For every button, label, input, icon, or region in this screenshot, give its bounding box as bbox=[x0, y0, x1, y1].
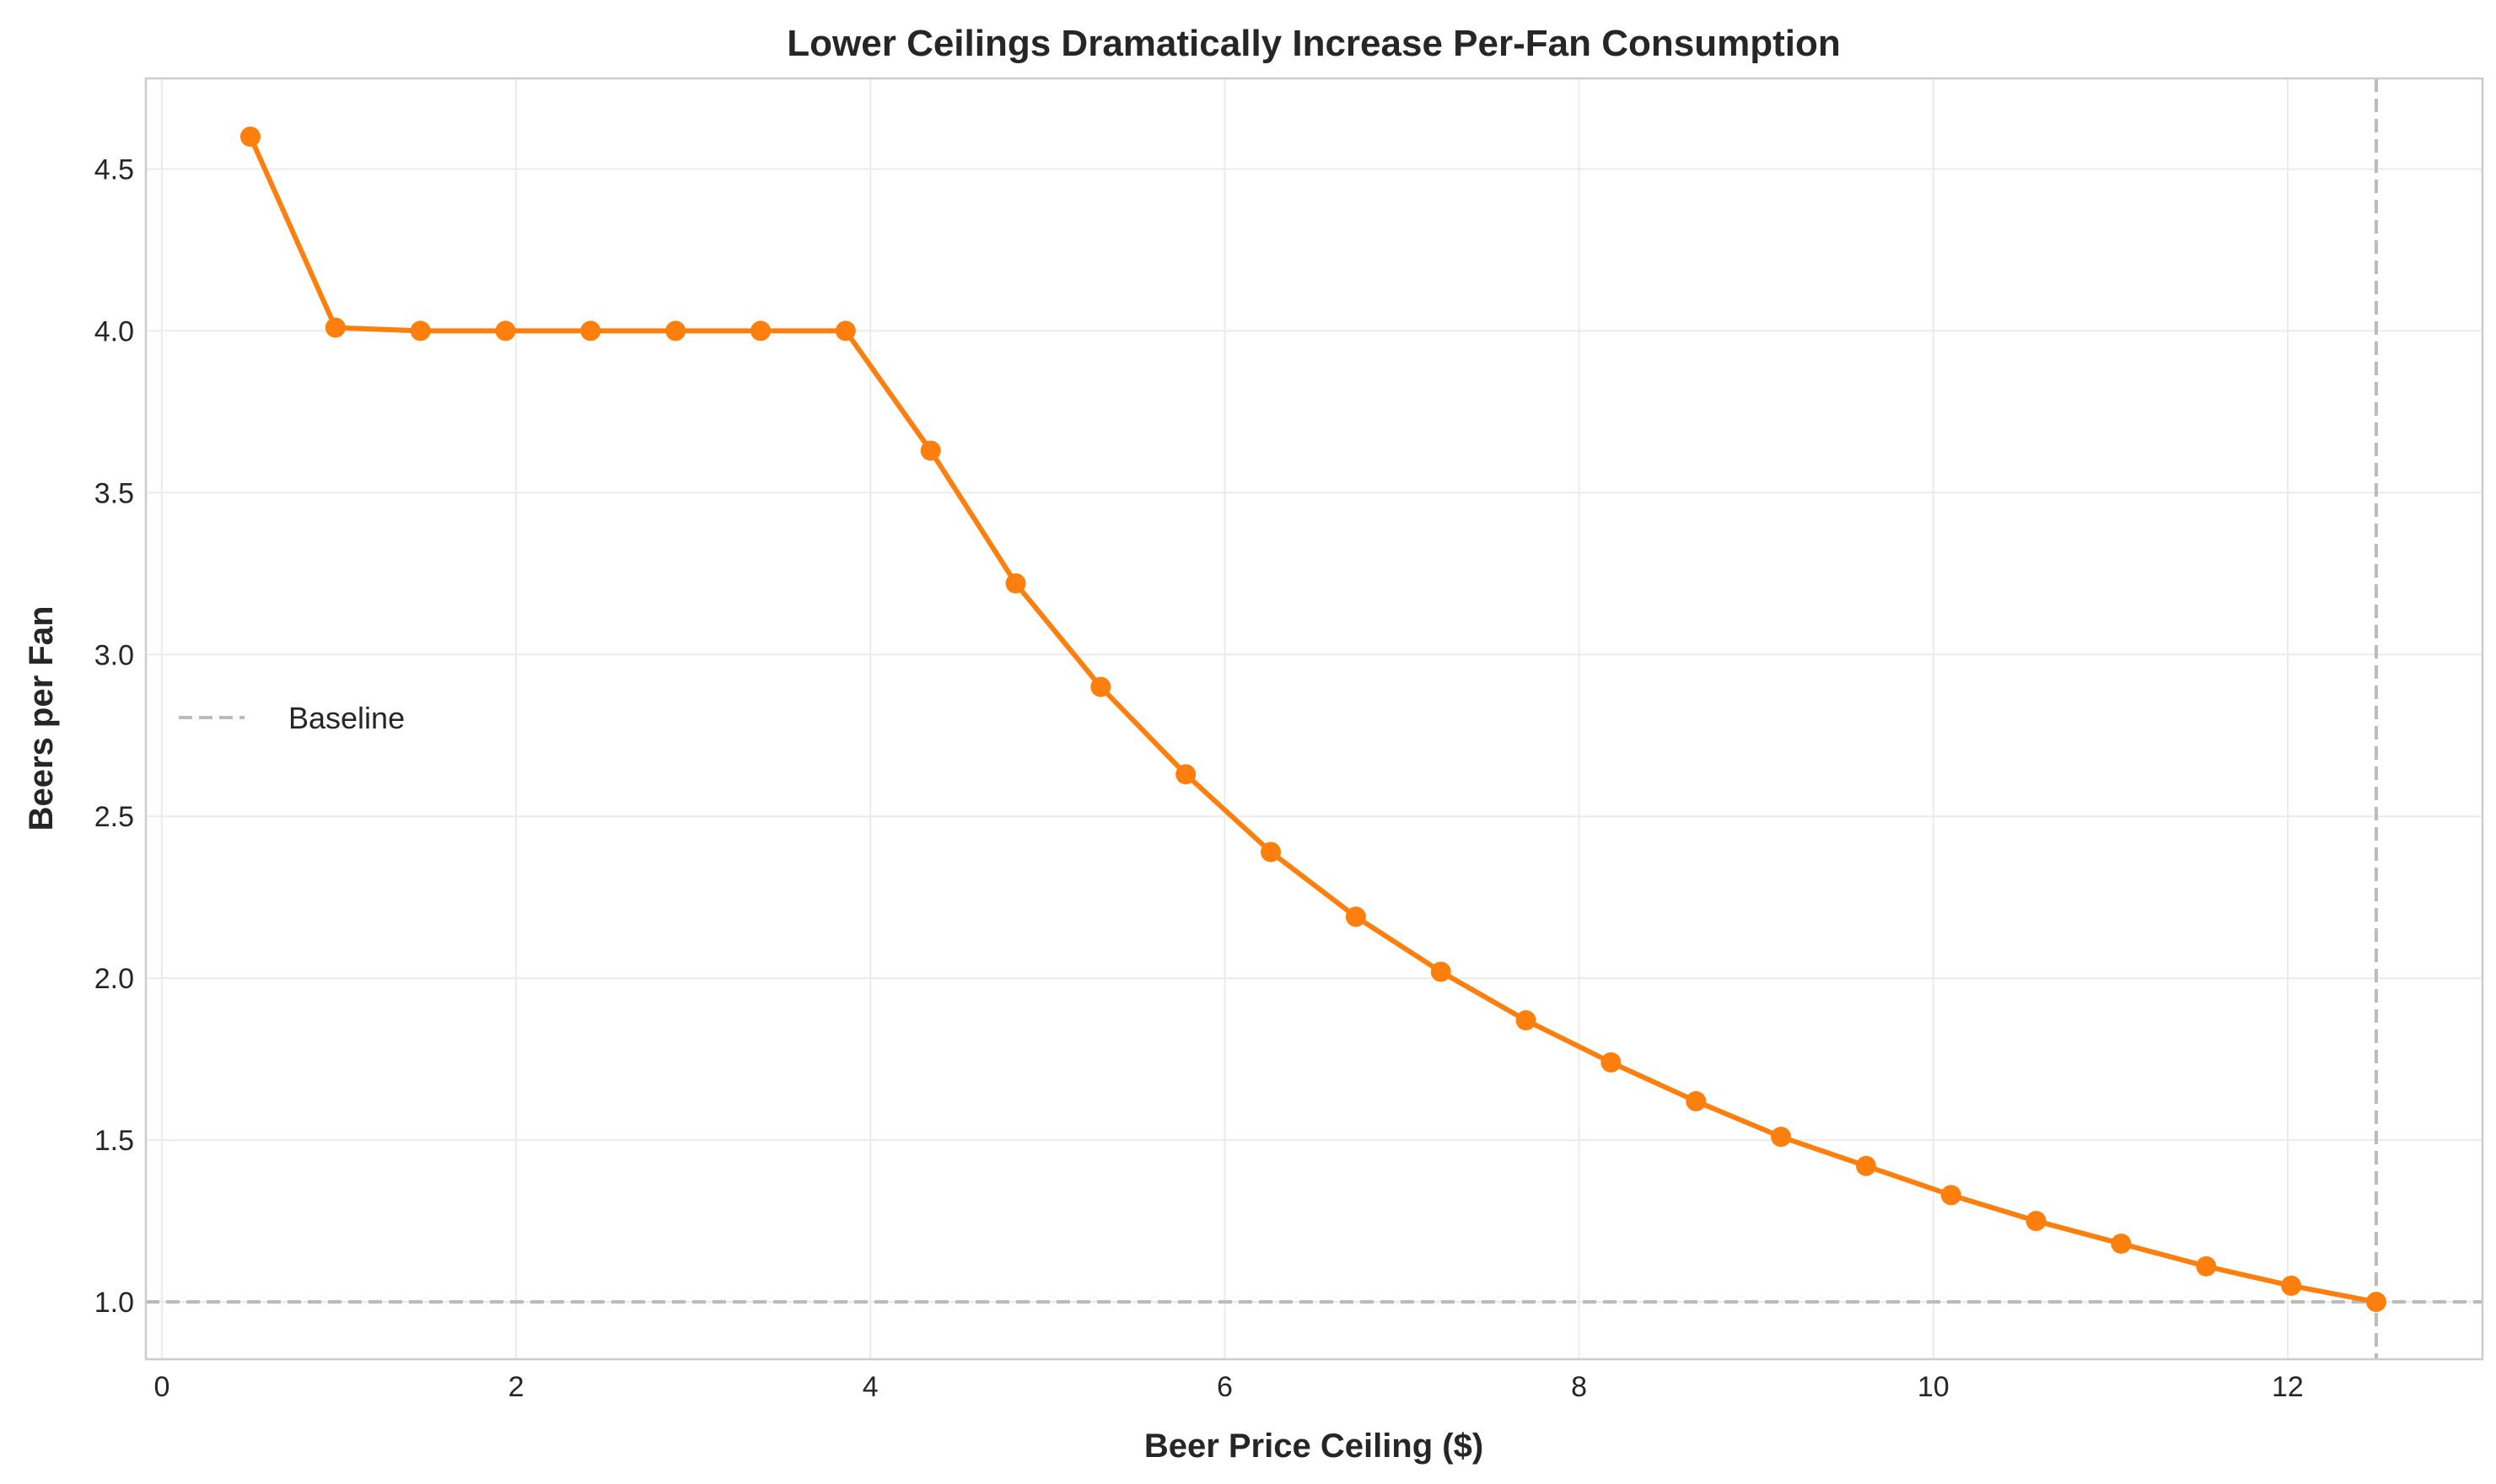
data-point bbox=[665, 320, 686, 341]
legend-baseline-label: Baseline bbox=[288, 701, 405, 735]
data-point bbox=[1261, 841, 1282, 863]
x-tick-label: 10 bbox=[1918, 1371, 1950, 1403]
data-point bbox=[1345, 906, 1366, 928]
reference-lines bbox=[146, 78, 2483, 1359]
data-point bbox=[1771, 1126, 1792, 1148]
y-tick-label: 3.5 bbox=[94, 477, 134, 509]
data-point bbox=[325, 317, 346, 338]
data-point bbox=[1430, 961, 1451, 982]
data-point bbox=[1686, 1091, 1707, 1112]
data-point bbox=[2196, 1255, 2217, 1277]
y-tick-label: 2.0 bbox=[94, 963, 134, 995]
data-point bbox=[835, 320, 856, 341]
plot-frame bbox=[144, 77, 2484, 1361]
data-point bbox=[2111, 1233, 2132, 1254]
x-axis-label: Beer Price Ceiling ($) bbox=[1144, 1428, 1483, 1465]
data-point bbox=[239, 126, 261, 148]
y-tick-label: 3.0 bbox=[94, 639, 134, 671]
data-point bbox=[2025, 1211, 2047, 1232]
data-point bbox=[580, 320, 601, 341]
data-point bbox=[750, 320, 771, 341]
x-tick-label: 8 bbox=[1571, 1371, 1587, 1403]
data-point bbox=[1005, 573, 1026, 594]
y-tick-label: 1.0 bbox=[94, 1287, 134, 1319]
series-group bbox=[239, 126, 2386, 1313]
data-point bbox=[495, 320, 516, 341]
y-tick-label: 1.5 bbox=[94, 1125, 134, 1157]
data-point bbox=[1855, 1155, 1876, 1176]
x-ticks: 0 2 4 6 8 10 12 bbox=[153, 1371, 2303, 1403]
data-point bbox=[2281, 1275, 2302, 1296]
y-tick-label: 4.5 bbox=[94, 153, 134, 186]
series-line bbox=[248, 135, 2377, 1305]
y-tick-label: 2.5 bbox=[94, 801, 134, 833]
x-tick-label: 2 bbox=[508, 1371, 524, 1403]
data-point bbox=[1090, 676, 1111, 697]
y-tick-label: 4.0 bbox=[94, 315, 134, 347]
y-axis-label: Beers per Fan bbox=[23, 606, 60, 831]
x-tick-label: 12 bbox=[2272, 1371, 2304, 1403]
x-tick-label: 4 bbox=[863, 1371, 879, 1403]
chart-title: Lower Ceilings Dramatically Increase Per… bbox=[787, 23, 1840, 64]
x-tick-label: 6 bbox=[1217, 1371, 1233, 1403]
y-ticks: 1.0 1.5 2.0 2.5 3.0 3.5 4.0 4.5 bbox=[94, 153, 134, 1319]
grid bbox=[146, 78, 2483, 1359]
data-point bbox=[410, 320, 431, 341]
data-point bbox=[2365, 1292, 2386, 1313]
x-tick-label: 0 bbox=[153, 1371, 169, 1403]
data-point bbox=[1175, 764, 1197, 785]
data-point bbox=[1600, 1051, 1622, 1073]
data-point bbox=[920, 440, 941, 461]
data-point bbox=[1940, 1185, 1961, 1206]
data-point bbox=[1515, 1010, 1536, 1031]
legend: Baseline bbox=[179, 701, 405, 735]
